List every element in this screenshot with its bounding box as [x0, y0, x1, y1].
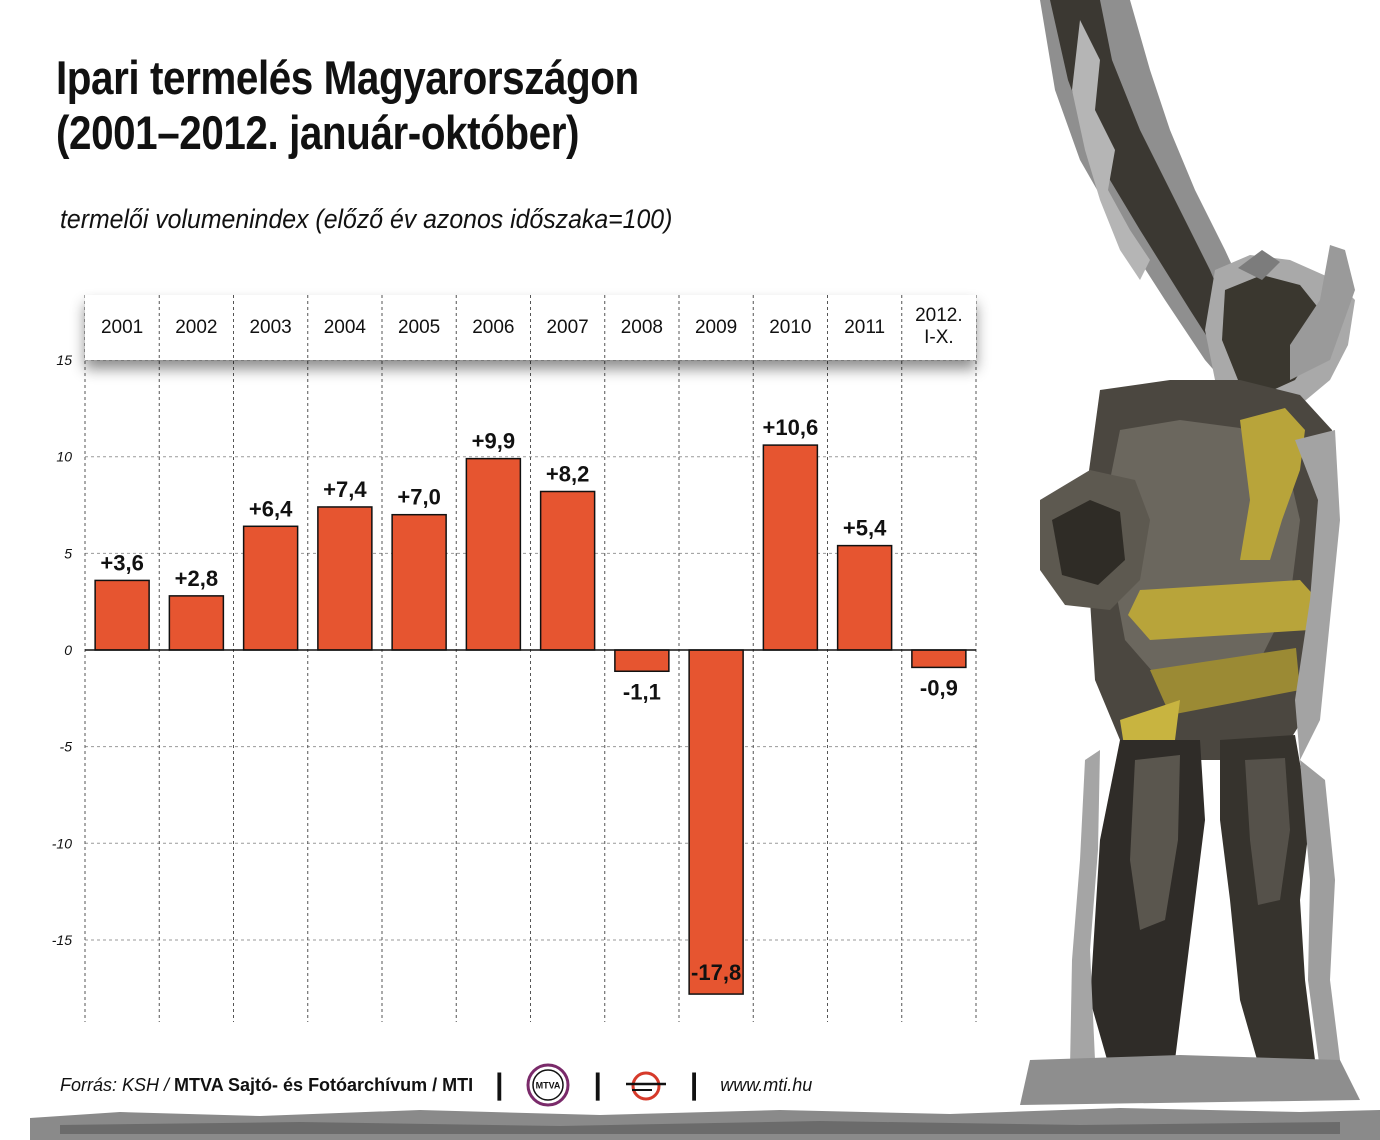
y-tick-label: 15: [56, 352, 72, 368]
bar: [911, 649, 967, 669]
bar: [242, 525, 299, 651]
bars: [94, 444, 967, 995]
separator-3: |: [689, 1068, 699, 1101]
bar: [168, 595, 225, 651]
category-label: 2003: [249, 317, 291, 338]
y-tick-label: 5: [64, 545, 72, 561]
category-label: 2006: [472, 317, 514, 338]
chart-title: Ipari termelés Magyarországon (2001–2012…: [56, 50, 639, 161]
y-tick-label: 10: [56, 449, 72, 465]
mtva-logo-text: MTVA: [536, 1081, 561, 1091]
data-label: +8,2: [546, 461, 589, 486]
category-label: 2010: [769, 317, 811, 338]
category-label: 2005: [398, 317, 440, 338]
category-label: 2011: [844, 317, 885, 338]
category-label: 2007: [546, 317, 588, 338]
y-tick-label: -5: [60, 739, 73, 755]
bar: [539, 490, 596, 651]
data-label: +7,0: [397, 485, 440, 510]
data-label: +10,6: [763, 415, 819, 440]
data-label: +7,4: [323, 477, 367, 502]
website-link[interactable]: www.mti.hu: [720, 1074, 813, 1095]
bar: [836, 544, 893, 651]
bar: [317, 506, 373, 651]
bar: [614, 649, 670, 673]
title-line-1: Ipari termelés Magyarországon: [56, 51, 639, 104]
footer: Forrás: KSH / MTVA Sajtó- és Fotóarchívu…: [60, 1063, 813, 1107]
category-label: 2004: [324, 317, 367, 338]
data-labels: +3,6 +2,8 +6,4 +7,4 +7,0 +9,9 +8,2 -1,1 -17,8 +10…: [100, 415, 957, 985]
separator-1: |: [495, 1068, 504, 1101]
bar: [94, 579, 150, 651]
data-label: +5,4: [843, 516, 887, 541]
category-label: 2002: [175, 317, 217, 338]
source-prefix: Forrás: KSH /: [60, 1074, 170, 1095]
data-label: +9,9: [472, 429, 515, 454]
separator-2: |: [593, 1068, 602, 1101]
mti-logo-icon: [625, 1071, 666, 1101]
bar: [688, 649, 744, 995]
title-line-2: (2001–2012. január-október): [56, 106, 580, 160]
category-label: 2009: [695, 317, 737, 338]
category-label: 2012. I-X.: [915, 305, 963, 348]
category-label: 2001: [101, 317, 143, 338]
bar: [391, 513, 447, 651]
category-labels: 2001 2002 2003 2004 2005 2006 2007 2008 2009 2010…: [101, 295, 963, 360]
grid-lines: [84, 295, 977, 1022]
y-tick-label: -10: [52, 835, 72, 851]
data-label: +3,6: [100, 550, 143, 575]
data-label: +2,8: [175, 566, 218, 591]
y-tick-label: 0: [64, 642, 72, 658]
data-label: -0,9: [920, 675, 958, 700]
data-label: -1,1: [623, 679, 661, 704]
chart-subtitle: termelői volumenindex (előző év azonos i…: [60, 204, 673, 234]
category-label: 2008: [621, 317, 663, 338]
y-tick-labels: 15 10 5 0 -5 -10 -15: [52, 352, 72, 948]
data-label: -17,8: [691, 960, 741, 985]
bar: [762, 444, 819, 651]
mtva-logo-icon: MTVA: [526, 1063, 570, 1107]
source-agency: MTVA Sajtó- és Fotóarchívum / MTI: [174, 1074, 474, 1095]
bar: [465, 457, 522, 651]
y-tick-label: -15: [52, 932, 72, 948]
data-label: +6,4: [249, 496, 293, 521]
